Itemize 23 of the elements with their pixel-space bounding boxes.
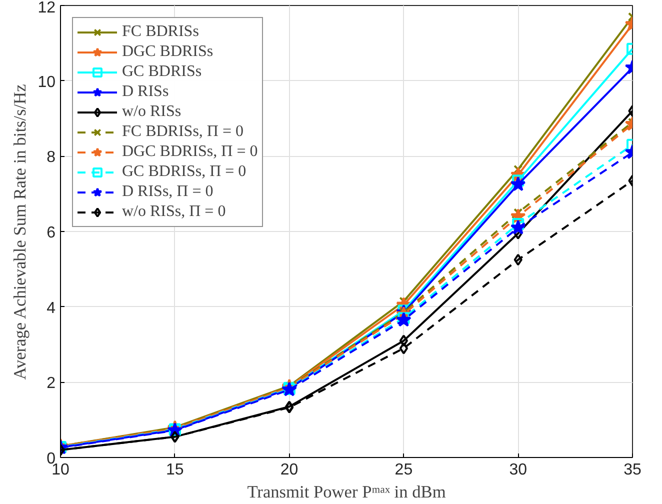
x-tick-label: 30 [509, 462, 528, 478]
y-tick-label: 8 [46, 149, 56, 166]
x-tick-label: 25 [394, 462, 413, 478]
y-tick-label: 2 [46, 375, 56, 392]
legend-label: w/o RISs, Π = 0 [122, 203, 226, 221]
legend-label: DGC BDRISs, Π = 0 [122, 143, 258, 161]
legend-label: DGC BDRISs [122, 43, 214, 61]
y-tick-label: 6 [46, 224, 56, 242]
legend-label: D RISs [122, 83, 169, 101]
y-tick-label: 10 [38, 74, 56, 91]
y-tick-label: 12 [38, 0, 56, 16]
legend-label: D RISs, Π = 0 [122, 183, 214, 201]
y-axis-title: Average Achievable Sum Rate in bits/s/Hz [10, 84, 30, 380]
legend-label: GC BDRISs, Π = 0 [122, 163, 246, 181]
x-tick-label: 20 [280, 462, 298, 478]
legend-label: FC BDRISs, Π = 0 [122, 123, 244, 141]
legend-label: w/o RISs [122, 103, 182, 121]
x-tick-label: 35 [624, 462, 642, 478]
y-tick-label: 4 [46, 300, 56, 317]
x-axis-title: Transmit Power Pᵐᵃˣ in dBm [247, 482, 446, 502]
legend-label: FC BDRISs [122, 23, 199, 41]
x-tick-label: 15 [166, 462, 184, 478]
legend-label: GC BDRISs [122, 63, 202, 81]
